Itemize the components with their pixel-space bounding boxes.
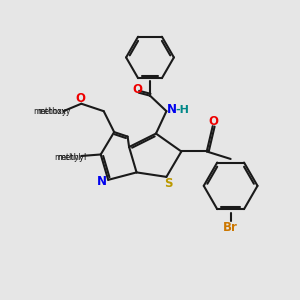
Text: methoxy: methoxy: [37, 107, 70, 116]
Text: methoxy: methoxy: [33, 107, 67, 116]
Text: methyl: methyl: [58, 153, 87, 162]
Text: O: O: [132, 82, 142, 96]
Text: Br: Br: [223, 221, 238, 234]
Text: O: O: [208, 115, 219, 128]
Text: N: N: [167, 103, 176, 116]
Text: S: S: [164, 177, 172, 190]
Text: N: N: [97, 175, 107, 188]
Text: O: O: [76, 92, 86, 105]
Text: methyl: methyl: [55, 153, 81, 162]
Text: -H: -H: [175, 105, 189, 115]
